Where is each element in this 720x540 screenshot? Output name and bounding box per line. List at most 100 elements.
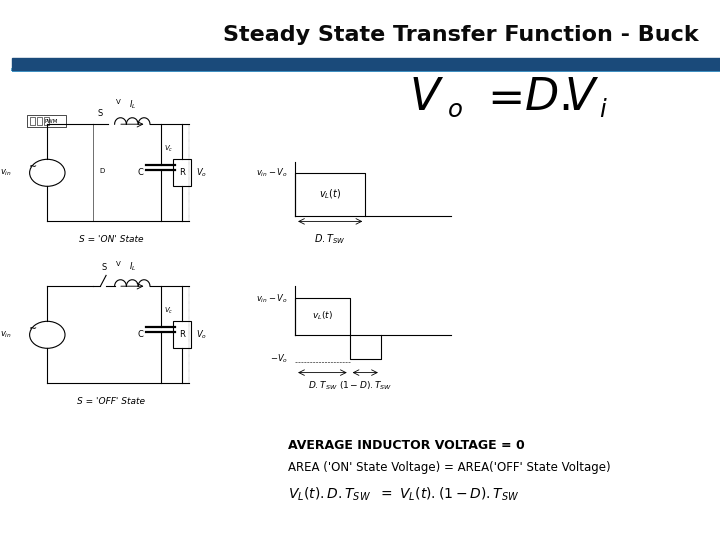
- Text: $v_{in}$: $v_{in}$: [0, 167, 12, 178]
- Bar: [12, 69, 720, 70]
- Text: $V$: $V$: [409, 76, 444, 119]
- Text: C: C: [137, 330, 143, 339]
- Bar: [12, 69, 720, 70]
- Text: $i$: $i$: [599, 99, 608, 122]
- Text: ~: ~: [29, 325, 37, 334]
- Bar: [12, 69, 720, 70]
- Bar: [12, 69, 720, 70]
- Bar: [12, 68, 720, 69]
- Text: $v_L(t)$: $v_L(t)$: [312, 309, 333, 322]
- Text: $V_c$: $V_c$: [164, 306, 174, 316]
- Bar: [12, 69, 720, 70]
- Text: $D.$: $D.$: [523, 76, 570, 119]
- Text: $V_o$: $V_o$: [196, 328, 207, 341]
- Text: V: V: [116, 261, 120, 267]
- Bar: [12, 69, 720, 70]
- Bar: [12, 69, 720, 70]
- Text: Steady State Transfer Function - Buck: Steady State Transfer Function - Buck: [223, 25, 698, 45]
- Bar: [12, 69, 720, 70]
- Bar: [12, 68, 720, 69]
- Bar: [12, 68, 720, 69]
- Text: R: R: [179, 330, 185, 339]
- Text: $V_L(t).D.T_{SW}$  $=$ $V_L(t).(1-D).T_{SW}$: $V_L(t).D.T_{SW}$ $=$ $V_L(t).(1-D).T_{S…: [288, 485, 519, 503]
- Bar: [12, 68, 720, 70]
- Bar: [12, 69, 720, 70]
- Bar: [12, 69, 720, 70]
- Bar: [44, 117, 49, 125]
- Bar: [12, 69, 720, 70]
- Bar: [12, 69, 720, 70]
- Text: S = 'OFF' State: S = 'OFF' State: [77, 397, 145, 406]
- Text: $v_{in}$: $v_{in}$: [0, 329, 12, 340]
- Text: S: S: [102, 263, 107, 272]
- Bar: [12, 69, 720, 70]
- Bar: [12, 69, 720, 70]
- Bar: [12, 69, 720, 70]
- Text: R: R: [179, 168, 185, 177]
- Text: C: C: [137, 168, 143, 177]
- Bar: [12, 69, 720, 70]
- Bar: [12, 69, 720, 70]
- Text: $v_{in}-V_o$: $v_{in}-V_o$: [256, 166, 288, 179]
- Bar: [12, 68, 720, 69]
- Bar: [12, 68, 720, 69]
- Text: S = 'ON' State: S = 'ON' State: [78, 235, 143, 244]
- Text: $V_c$: $V_c$: [164, 144, 174, 154]
- Bar: [12, 69, 720, 70]
- Bar: [12, 69, 720, 70]
- Text: $D.T_{SW}$: $D.T_{SW}$: [315, 232, 346, 246]
- Bar: [12, 69, 720, 70]
- Bar: [12, 58, 720, 70]
- Bar: [12, 68, 720, 69]
- Bar: [27, 115, 66, 127]
- Bar: [12, 69, 720, 70]
- Text: S: S: [98, 109, 103, 118]
- Text: $v_{in}-V_o$: $v_{in}-V_o$: [256, 292, 288, 305]
- Bar: [12, 69, 720, 70]
- Bar: [173, 159, 191, 186]
- Bar: [12, 69, 720, 70]
- Bar: [12, 68, 720, 69]
- Bar: [12, 68, 720, 69]
- Bar: [12, 68, 720, 70]
- Bar: [12, 68, 720, 69]
- Bar: [12, 68, 720, 70]
- Bar: [12, 68, 720, 69]
- Bar: [12, 68, 720, 69]
- Bar: [12, 69, 720, 70]
- Bar: [12, 68, 720, 69]
- Text: $o$: $o$: [446, 99, 462, 122]
- Bar: [12, 68, 720, 69]
- Bar: [12, 68, 720, 69]
- Bar: [12, 69, 720, 70]
- Bar: [173, 321, 191, 348]
- Bar: [12, 68, 720, 70]
- Text: $(1-D).T_{SW}$: $(1-D).T_{SW}$: [338, 380, 392, 392]
- Bar: [12, 69, 720, 70]
- Bar: [12, 69, 720, 70]
- Bar: [12, 69, 720, 70]
- Text: $I_L$: $I_L$: [129, 98, 136, 111]
- Text: AVERAGE INDUCTOR VOLTAGE = 0: AVERAGE INDUCTOR VOLTAGE = 0: [288, 439, 525, 452]
- Bar: [30, 117, 35, 125]
- Text: D: D: [99, 168, 104, 174]
- Bar: [12, 69, 720, 70]
- Text: $-V_o$: $-V_o$: [270, 353, 288, 366]
- Bar: [12, 68, 720, 70]
- Bar: [12, 69, 720, 70]
- Text: $V$: $V$: [564, 76, 600, 119]
- Bar: [37, 117, 42, 125]
- Bar: [12, 69, 720, 70]
- Bar: [12, 68, 720, 69]
- Text: $I_L$: $I_L$: [129, 260, 136, 273]
- Bar: [12, 68, 720, 69]
- Bar: [12, 69, 720, 70]
- Text: V: V: [116, 99, 120, 105]
- Text: $D.T_{SW}$: $D.T_{SW}$: [307, 380, 337, 392]
- Text: $=$: $=$: [479, 76, 522, 119]
- Bar: [12, 69, 720, 70]
- Bar: [12, 69, 720, 70]
- Bar: [12, 69, 720, 70]
- Text: PWM: PWM: [44, 119, 58, 124]
- Text: ~: ~: [29, 163, 37, 172]
